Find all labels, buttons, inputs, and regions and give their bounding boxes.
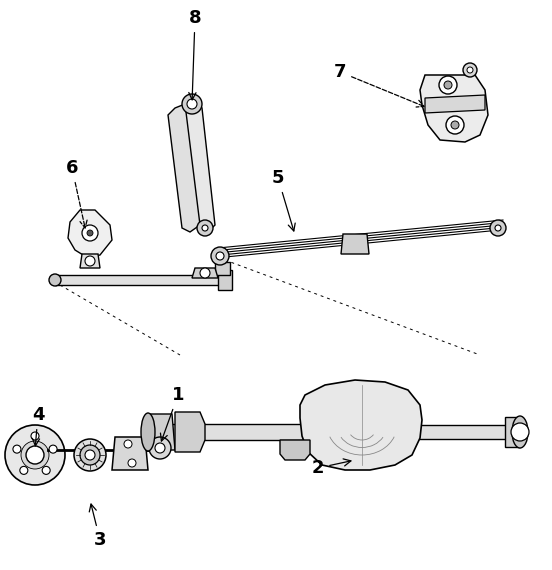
Text: 4: 4 bbox=[32, 406, 44, 446]
Circle shape bbox=[200, 268, 210, 278]
Circle shape bbox=[187, 99, 197, 109]
Polygon shape bbox=[505, 417, 520, 447]
Circle shape bbox=[155, 443, 165, 453]
Text: 3: 3 bbox=[89, 504, 106, 549]
Circle shape bbox=[211, 247, 229, 265]
Polygon shape bbox=[415, 425, 515, 439]
Polygon shape bbox=[300, 380, 422, 470]
Polygon shape bbox=[148, 414, 175, 450]
Polygon shape bbox=[218, 270, 232, 290]
Text: 6: 6 bbox=[66, 159, 87, 228]
Text: 2: 2 bbox=[312, 459, 351, 477]
Circle shape bbox=[216, 252, 224, 260]
Polygon shape bbox=[112, 437, 148, 470]
Text: 1: 1 bbox=[161, 386, 184, 441]
Polygon shape bbox=[168, 104, 200, 232]
Text: 5: 5 bbox=[272, 169, 295, 231]
Polygon shape bbox=[192, 268, 218, 278]
Circle shape bbox=[444, 81, 452, 89]
Circle shape bbox=[511, 423, 529, 441]
Circle shape bbox=[467, 67, 473, 73]
Circle shape bbox=[495, 225, 501, 231]
Polygon shape bbox=[55, 275, 225, 285]
Circle shape bbox=[182, 94, 202, 114]
Circle shape bbox=[31, 432, 39, 440]
Circle shape bbox=[197, 220, 213, 236]
Polygon shape bbox=[185, 102, 215, 232]
Ellipse shape bbox=[512, 416, 528, 448]
Polygon shape bbox=[215, 262, 230, 275]
Circle shape bbox=[124, 440, 132, 448]
Circle shape bbox=[85, 450, 95, 460]
Circle shape bbox=[439, 76, 457, 94]
Circle shape bbox=[82, 225, 98, 241]
Circle shape bbox=[87, 230, 93, 236]
Circle shape bbox=[80, 445, 100, 465]
Ellipse shape bbox=[49, 274, 61, 286]
Polygon shape bbox=[68, 210, 112, 258]
Text: 8: 8 bbox=[189, 9, 201, 100]
Polygon shape bbox=[341, 234, 369, 254]
Circle shape bbox=[85, 256, 95, 266]
Circle shape bbox=[20, 466, 28, 474]
Circle shape bbox=[21, 441, 49, 469]
Circle shape bbox=[463, 63, 477, 77]
Circle shape bbox=[128, 459, 136, 467]
Polygon shape bbox=[80, 254, 100, 268]
Circle shape bbox=[26, 446, 44, 464]
Circle shape bbox=[149, 437, 171, 459]
Circle shape bbox=[74, 439, 106, 471]
Text: 7: 7 bbox=[334, 63, 424, 107]
Polygon shape bbox=[425, 95, 485, 113]
Circle shape bbox=[5, 425, 65, 485]
Circle shape bbox=[451, 121, 459, 129]
Polygon shape bbox=[420, 75, 488, 142]
Polygon shape bbox=[280, 440, 310, 460]
Circle shape bbox=[490, 220, 506, 236]
Polygon shape bbox=[155, 424, 305, 440]
Circle shape bbox=[13, 445, 21, 453]
Circle shape bbox=[202, 225, 208, 231]
Circle shape bbox=[446, 116, 464, 134]
Circle shape bbox=[42, 466, 50, 474]
Polygon shape bbox=[175, 412, 205, 452]
Ellipse shape bbox=[141, 413, 155, 451]
Circle shape bbox=[49, 445, 57, 453]
